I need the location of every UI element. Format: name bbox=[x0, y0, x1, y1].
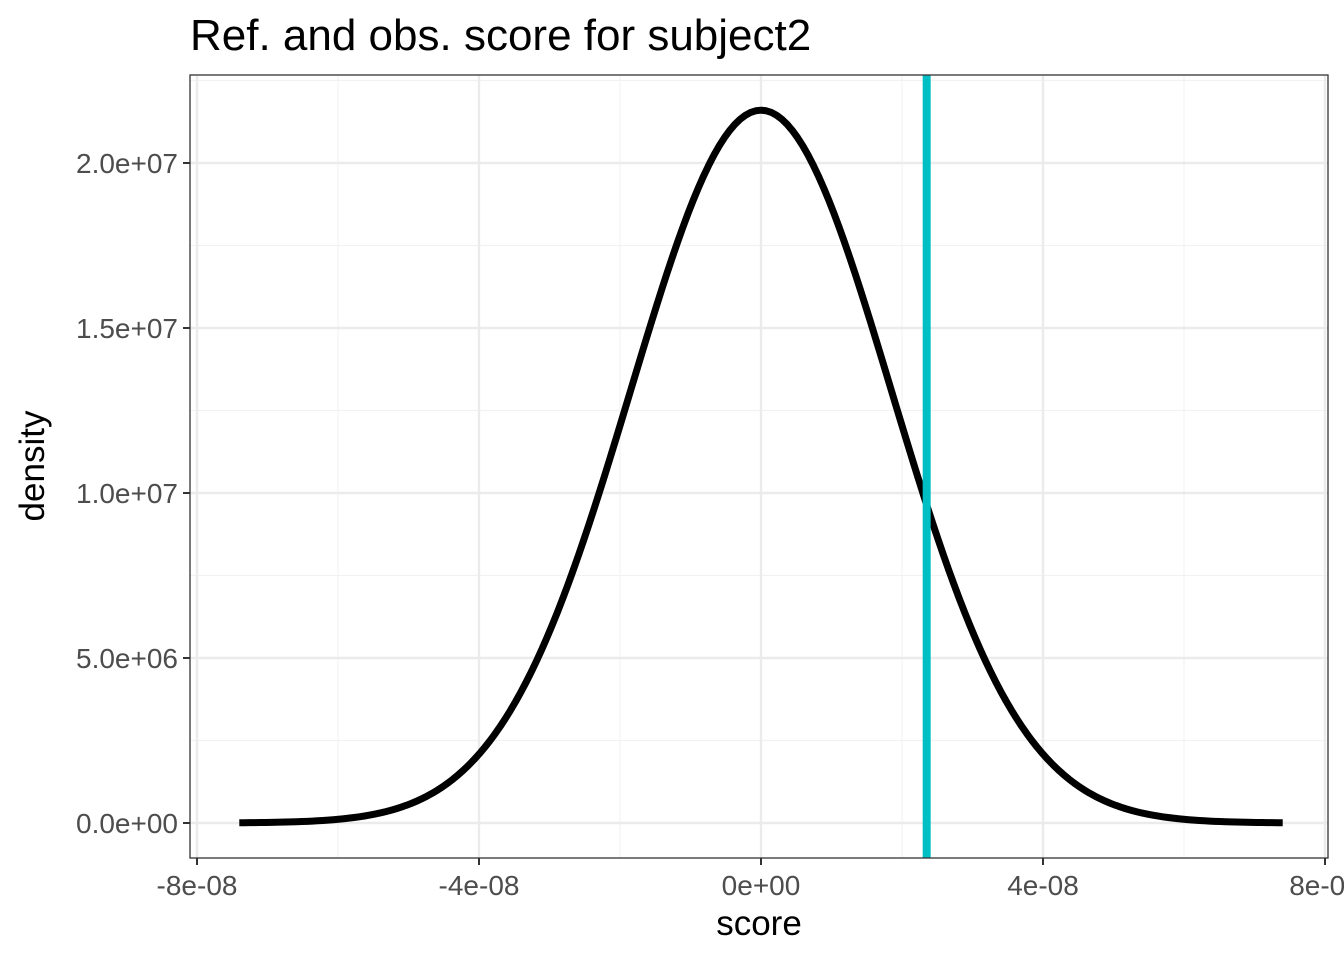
x-tick-label: -8e-08 bbox=[157, 870, 238, 901]
y-axis: 0.0e+00 5.0e+06 1.0e+07 1.5e+07 2.0e+07 bbox=[76, 148, 190, 839]
series-layer bbox=[239, 75, 1283, 858]
y-tick-label: 0.0e+00 bbox=[76, 808, 178, 839]
x-axis: -8e-08 -4e-08 0e+00 4e-08 8e-08 bbox=[157, 858, 1344, 901]
gridlines bbox=[190, 75, 1328, 858]
plot-panel-border bbox=[189, 74, 1329, 859]
y-tick-label: 1.5e+07 bbox=[76, 313, 178, 344]
x-tick-label: 0e+00 bbox=[722, 870, 801, 901]
y-tick-label: 5.0e+06 bbox=[76, 643, 178, 674]
y-axis-title: density bbox=[13, 410, 52, 521]
plot-panel-background bbox=[190, 75, 1328, 858]
y-tick-label: 1.0e+07 bbox=[76, 478, 178, 509]
density-curve bbox=[239, 106, 1283, 827]
y-tick-label: 2.0e+07 bbox=[76, 148, 178, 179]
chart-title: Ref. and obs. score for subject2 bbox=[190, 11, 811, 60]
x-tick-label: 8e-08 bbox=[1289, 870, 1344, 901]
x-tick-label: 4e-08 bbox=[1007, 870, 1079, 901]
x-axis-title: score bbox=[716, 904, 802, 943]
x-tick-label: -4e-08 bbox=[439, 870, 520, 901]
